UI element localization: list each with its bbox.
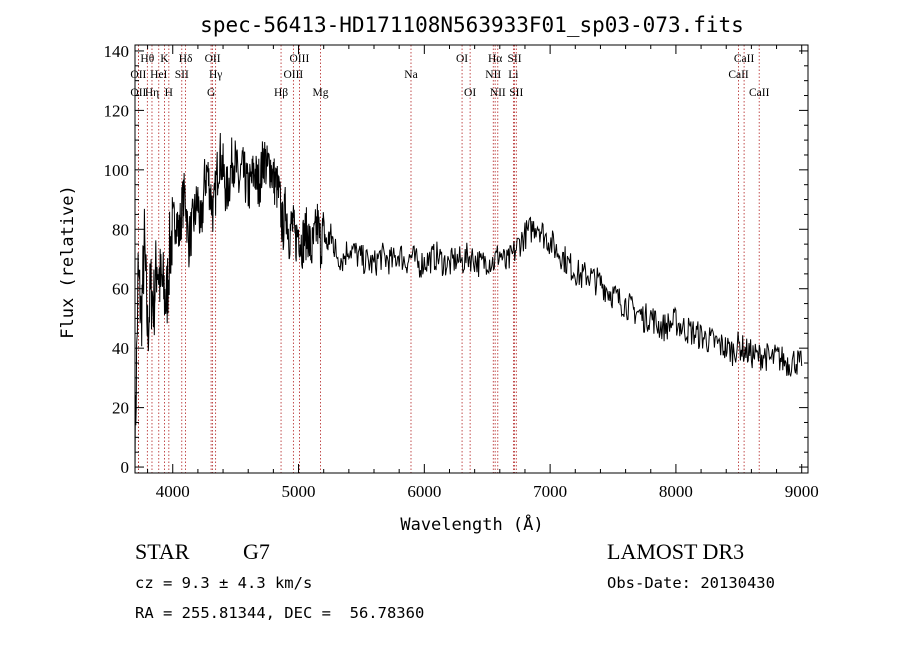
spectral-line-label: HeI (150, 69, 167, 81)
y-tick-label: 140 (104, 42, 130, 61)
spectral-line-label: Hη (145, 87, 159, 99)
x-tick-label: 4000 (156, 482, 190, 501)
spectral-line-label: NII (490, 87, 506, 99)
spectral-line-label: H (165, 87, 173, 99)
x-tick-label: 8000 (659, 482, 693, 501)
x-axis-ticks: 4000 5000 6000 7000 8000 9000 (147, 45, 819, 501)
observation-date: Obs-Date: 20130430 (607, 574, 775, 592)
object-type: STAR (135, 539, 190, 564)
spectral-line-label: OII (130, 69, 146, 81)
y-tick-label: 0 (121, 458, 130, 477)
spectral-line-label: OII (205, 53, 221, 65)
spectral-line-label: CaII (728, 69, 749, 81)
spectral-line-label: OIII (290, 53, 310, 65)
spectral-line-label: Li (508, 69, 518, 81)
survey-name: LAMOST DR3 (607, 539, 745, 564)
spectral-line-label: OI (456, 53, 468, 65)
coordinates: RA = 255.81344, DEC = 56.78360 (135, 604, 425, 622)
spectral-line-label: Hβ (274, 87, 288, 99)
y-axis-ticks: 0 20 40 60 80 100 120 140 (104, 42, 808, 477)
spectral-line-label: SII (175, 69, 189, 81)
spectral-line-label: OIII (283, 69, 303, 81)
spectral-line-label: NII (485, 69, 501, 81)
spectral-line-label: CaII (749, 87, 770, 99)
y-axis-label: Flux (relative) (58, 185, 78, 339)
y-tick-label: 80 (112, 220, 129, 239)
spectral-line-label: OII (130, 87, 146, 99)
spectral-subclass: G7 (243, 539, 270, 564)
x-tick-label: 7000 (533, 482, 567, 501)
spectral-line-label: SII (507, 53, 521, 65)
y-tick-label: 120 (104, 101, 130, 120)
spectral-line-label: Hθ (140, 53, 154, 65)
spectral-line-label: OI (464, 87, 476, 99)
y-tick-label: 40 (112, 339, 129, 358)
chart-title: spec-56413-HD171108N563933F01_sp03-073.f… (200, 13, 744, 37)
x-axis-label: Wavelength (Å) (400, 513, 543, 535)
spectral-line-label: CaII (734, 53, 755, 65)
flux-series-line (134, 132, 803, 474)
spectral-line-label: SII (509, 87, 523, 99)
spectral-line-label: G (207, 87, 215, 99)
x-tick-label: 6000 (407, 482, 441, 501)
y-tick-label: 100 (104, 161, 130, 180)
redshift-value: cz = 9.3 ± 4.3 km/s (135, 574, 313, 592)
spectral-line-label: Hγ (209, 69, 222, 81)
spectral-line-label: Na (404, 69, 417, 81)
y-tick-label: 20 (112, 399, 129, 418)
x-tick-label: 5000 (282, 482, 316, 501)
x-tick-label: 9000 (785, 482, 819, 501)
spectral-line-label: Hδ (179, 53, 193, 65)
spectral-line-label: Hα (488, 53, 502, 65)
spectral-line-label: K (160, 53, 169, 65)
spectral-line-label: Mg (313, 87, 329, 99)
y-tick-label: 60 (112, 280, 129, 299)
